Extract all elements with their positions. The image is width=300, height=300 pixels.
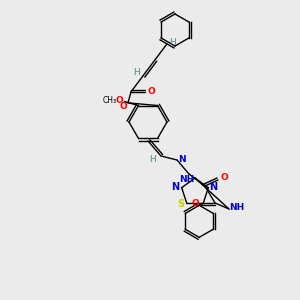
Text: S: S: [177, 199, 184, 209]
Text: H: H: [134, 68, 140, 77]
Text: CH₃: CH₃: [102, 96, 117, 105]
Text: N: N: [172, 182, 180, 192]
Text: H: H: [150, 154, 156, 164]
Text: NH: NH: [179, 175, 195, 184]
Text: N: N: [209, 182, 217, 192]
Text: N: N: [178, 154, 186, 164]
Text: H: H: [169, 38, 176, 47]
Text: O: O: [119, 102, 127, 111]
Text: O: O: [220, 172, 228, 182]
Text: O: O: [116, 96, 123, 105]
Text: NH: NH: [230, 203, 244, 212]
Text: O: O: [147, 87, 155, 96]
Text: O: O: [191, 199, 199, 208]
